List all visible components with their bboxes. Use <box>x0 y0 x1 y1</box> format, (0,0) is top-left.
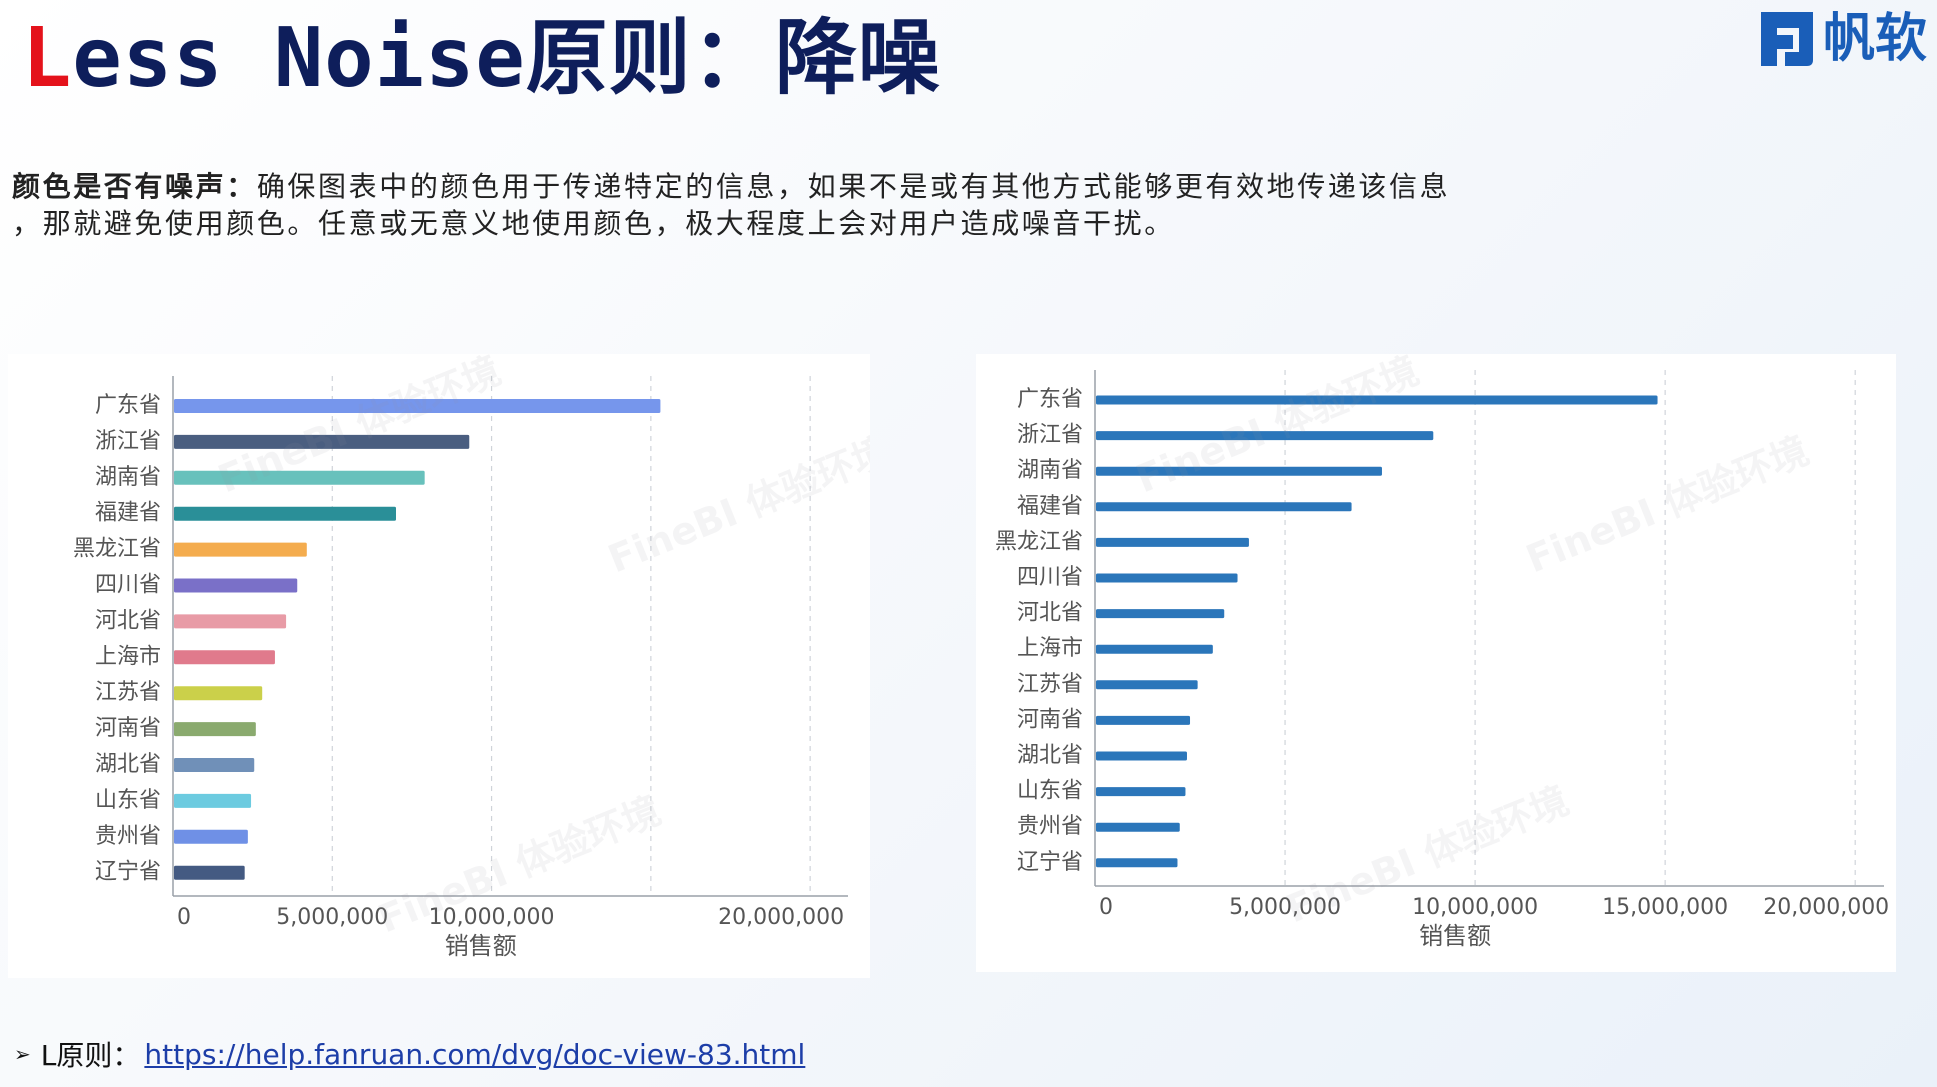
bar-上海市[interactable] <box>1096 644 1213 654</box>
category-label: 黑龙江省 <box>995 529 1083 554</box>
brand-logo: 帆软 <box>1755 8 1927 70</box>
reference-link[interactable]: https://help.fanruan.com/dvg/doc-view-83… <box>144 1037 806 1071</box>
bar-浙江省[interactable] <box>1096 431 1434 441</box>
description-line-1-text: 确保图表中的颜色用于传递特定的信息，如果不是或有其他方式能够更有效地传递该信息 <box>256 170 1451 203</box>
bar-辽宁省[interactable] <box>1096 858 1178 868</box>
category-label: 上海市 <box>95 644 161 669</box>
bar-黑龙江省[interactable] <box>1096 537 1249 547</box>
x-tick-label: 0 <box>177 905 191 930</box>
bar-广东省[interactable] <box>1096 395 1658 405</box>
page-title: Less Noise原则：降噪 <box>22 18 941 100</box>
bar-四川省[interactable] <box>1096 573 1238 583</box>
bar-辽宁省[interactable] <box>174 865 245 880</box>
clean-chart-panel: 广东省浙江省湖南省福建省黑龙江省四川省河北省上海市江苏省河南省湖北省山东省贵州省… <box>976 354 1896 972</box>
category-label: 广东省 <box>1017 387 1083 412</box>
category-label: 河南省 <box>1017 707 1083 732</box>
bar-贵州省[interactable] <box>1096 822 1180 832</box>
x-tick-label: 5,000,000 <box>1229 895 1341 920</box>
noisy-bar-chart: 广东省浙江省湖南省福建省黑龙江省四川省河北省上海市江苏省河南省湖北省山东省贵州省… <box>73 376 848 960</box>
fanruan-logo-icon <box>1761 12 1813 66</box>
bar-福建省[interactable] <box>1096 502 1352 512</box>
description: 颜色是否有噪声：确保图表中的颜色用于传递特定的信息，如果不是或有其他方式能够更有… <box>12 168 1612 242</box>
category-label: 上海市 <box>1017 636 1083 661</box>
x-tick-label: 15,000,000 <box>1602 895 1728 920</box>
clean-bar-chart: 广东省浙江省湖南省福建省黑龙江省四川省河北省上海市江苏省河南省湖北省山东省贵州省… <box>995 370 1889 950</box>
bar-上海市[interactable] <box>174 650 275 665</box>
bar-河南省[interactable] <box>174 722 256 737</box>
category-label: 浙江省 <box>95 429 161 454</box>
x-tick-label: 10,000,000 <box>429 905 555 930</box>
category-label: 浙江省 <box>1017 423 1083 448</box>
category-label: 江苏省 <box>1017 672 1083 697</box>
noisy-chart-panel: 广东省浙江省湖南省福建省黑龙江省四川省河北省上海市江苏省河南省湖北省山东省贵州省… <box>8 354 870 978</box>
bar-山东省[interactable] <box>174 793 252 808</box>
category-label: 福建省 <box>1017 494 1083 519</box>
x-axis-title: 销售额 <box>445 932 517 960</box>
category-label: 辽宁省 <box>95 860 161 885</box>
bar-湖北省[interactable] <box>174 758 255 772</box>
logo-text: 帆软 <box>1823 9 1928 69</box>
category-label: 河北省 <box>95 608 161 633</box>
category-label: 贵州省 <box>1017 814 1083 839</box>
category-label: 河南省 <box>95 716 161 741</box>
description-line-2: ，那就避免使用颜色。任意或无意义地使用颜色，极大程度上会对用户造成噪音干扰。 <box>12 207 1175 240</box>
bar-福建省[interactable] <box>174 506 396 521</box>
bar-河北省[interactable] <box>1096 609 1225 619</box>
bar-贵州省[interactable] <box>174 829 248 844</box>
category-label: 福建省 <box>95 501 161 526</box>
bar-河北省[interactable] <box>174 614 287 629</box>
bar-江苏省[interactable] <box>174 686 263 701</box>
category-label: 湖北省 <box>1017 743 1083 768</box>
bar-湖南省[interactable] <box>1096 466 1382 476</box>
category-label: 湖南省 <box>95 465 161 490</box>
category-label: 山东省 <box>1017 779 1083 804</box>
bar-广东省[interactable] <box>174 399 661 413</box>
x-tick-label: 10,000,000 <box>1412 895 1538 920</box>
arrow-bullet-icon: ➢ <box>14 1042 31 1066</box>
category-label: 江苏省 <box>95 680 161 705</box>
x-axis-title: 销售额 <box>1419 922 1491 950</box>
category-label: 湖南省 <box>1017 458 1083 483</box>
x-tick-label: 0 <box>1099 895 1113 920</box>
bar-黑龙江省[interactable] <box>174 542 307 557</box>
category-label: 山东省 <box>95 788 161 813</box>
footer-label: L原则： <box>40 1039 141 1072</box>
x-tick-label: 20,000,000 <box>718 905 844 930</box>
category-label: 湖北省 <box>95 752 161 777</box>
bar-浙江省[interactable] <box>174 434 470 449</box>
category-label: 四川省 <box>1017 565 1083 590</box>
category-label: 贵州省 <box>95 824 161 849</box>
description-line-1: 颜色是否有噪声：确保图表中的颜色用于传递特定的信息，如果不是或有其他方式能够更有… <box>12 168 1612 205</box>
title-red-letter: L <box>22 11 73 106</box>
bar-四川省[interactable] <box>174 578 298 593</box>
category-label: 黑龙江省 <box>73 537 161 562</box>
category-label: 四川省 <box>95 573 161 598</box>
category-label: 辽宁省 <box>1017 850 1083 875</box>
category-label: 广东省 <box>95 393 161 418</box>
x-tick-label: 20,000,000 <box>1763 895 1889 920</box>
bar-湖南省[interactable] <box>174 470 425 485</box>
bar-江苏省[interactable] <box>1096 680 1198 690</box>
bar-河南省[interactable] <box>1096 715 1191 725</box>
footer-reference: ➢ L原则： https://help.fanruan.com/dvg/doc-… <box>14 1034 805 1074</box>
title-rest: ess Noise原则：降噪 <box>72 11 941 106</box>
description-lead: 颜色是否有噪声： <box>12 170 257 203</box>
bar-山东省[interactable] <box>1096 787 1186 797</box>
x-tick-label: 5,000,000 <box>276 905 388 930</box>
category-label: 河北省 <box>1017 601 1083 626</box>
bar-湖北省[interactable] <box>1096 751 1187 761</box>
